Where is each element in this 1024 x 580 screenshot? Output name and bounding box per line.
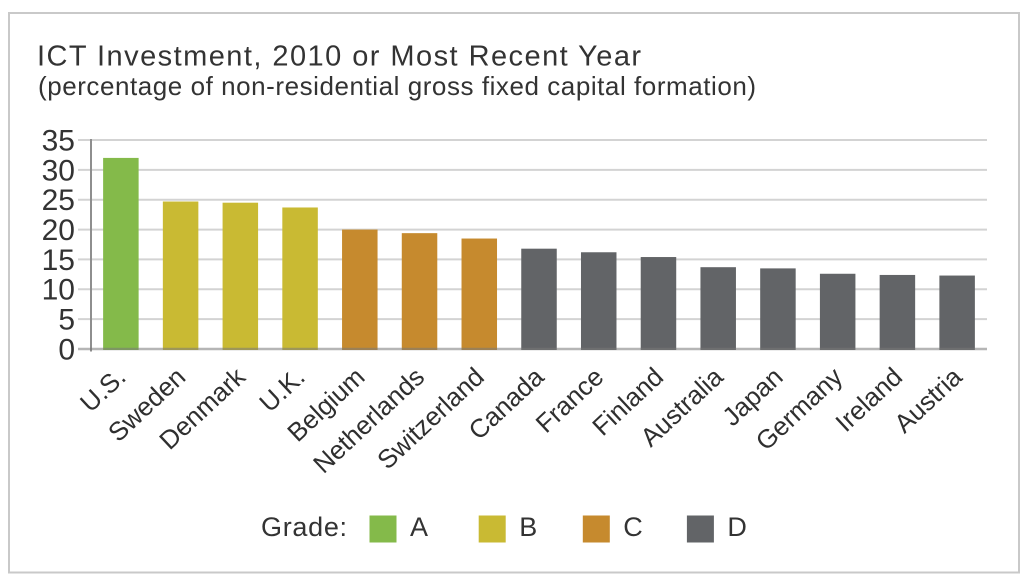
svg-text:5: 5 [58,304,75,337]
svg-text:A: A [410,512,428,542]
svg-text:ICT Investment, 2010 or Most R: ICT Investment, 2010 or Most Recent Year [37,41,643,73]
svg-text:Grade:: Grade: [261,512,348,542]
svg-text:25: 25 [42,184,75,217]
svg-text:D: D [727,512,747,542]
svg-text:30: 30 [42,154,75,187]
svg-text:20: 20 [42,214,75,247]
svg-text:0: 0 [58,333,75,366]
svg-text:B: B [519,512,537,542]
svg-text:(percentage of non-residential: (percentage of non-residential gross fix… [38,71,757,101]
svg-text:C: C [623,512,643,542]
svg-text:15: 15 [42,244,75,277]
svg-text:35: 35 [42,124,75,157]
svg-text:10: 10 [42,274,75,307]
